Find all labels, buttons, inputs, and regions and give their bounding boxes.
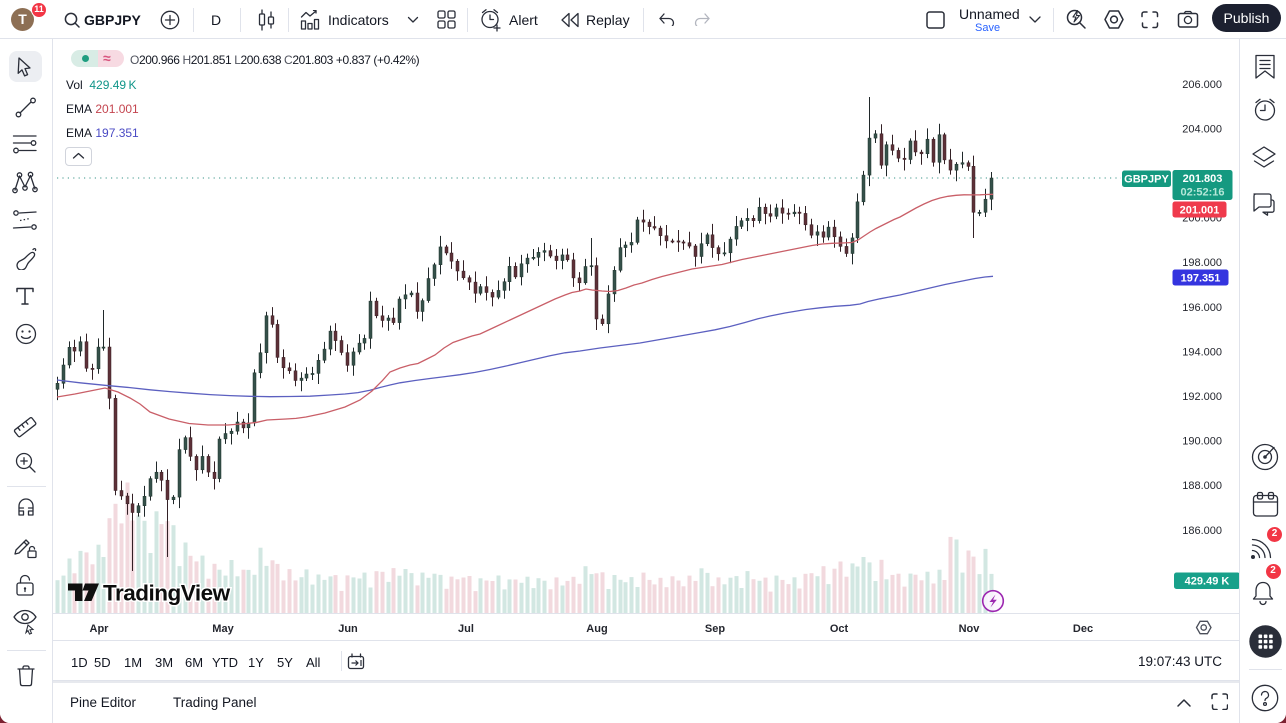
svg-text:197.351: 197.351 bbox=[1181, 273, 1221, 285]
svg-text:Jul: Jul bbox=[458, 623, 474, 635]
svg-text:186.000: 186.000 bbox=[1182, 525, 1222, 537]
svg-text:Dec: Dec bbox=[1073, 623, 1093, 635]
svg-text:TradingView: TradingView bbox=[103, 581, 231, 606]
svg-text:192.000: 192.000 bbox=[1182, 391, 1222, 403]
svg-text:201.803: 201.803 bbox=[1183, 173, 1223, 185]
svg-text:201.001: 201.001 bbox=[1180, 205, 1220, 217]
svg-text:188.000: 188.000 bbox=[1182, 480, 1222, 492]
svg-text:194.000: 194.000 bbox=[1182, 346, 1222, 358]
svg-text:198.000: 198.000 bbox=[1182, 257, 1222, 269]
svg-text:190.000: 190.000 bbox=[1182, 436, 1222, 448]
svg-text:GBPJPY: GBPJPY bbox=[1124, 174, 1169, 186]
svg-text:May: May bbox=[212, 623, 234, 635]
svg-text:Jun: Jun bbox=[338, 623, 358, 635]
svg-text:Nov: Nov bbox=[959, 623, 981, 635]
svg-text:Apr: Apr bbox=[90, 623, 110, 635]
svg-text:02:52:16: 02:52:16 bbox=[1180, 187, 1224, 199]
svg-text:429.49 K: 429.49 K bbox=[1185, 576, 1230, 588]
svg-text:Oct: Oct bbox=[830, 623, 849, 635]
svg-text:Aug: Aug bbox=[586, 623, 607, 635]
svg-text:Sep: Sep bbox=[705, 623, 725, 635]
svg-text:206.000: 206.000 bbox=[1182, 79, 1222, 91]
svg-text:204.000: 204.000 bbox=[1182, 123, 1222, 135]
svg-text:196.000: 196.000 bbox=[1182, 302, 1222, 314]
